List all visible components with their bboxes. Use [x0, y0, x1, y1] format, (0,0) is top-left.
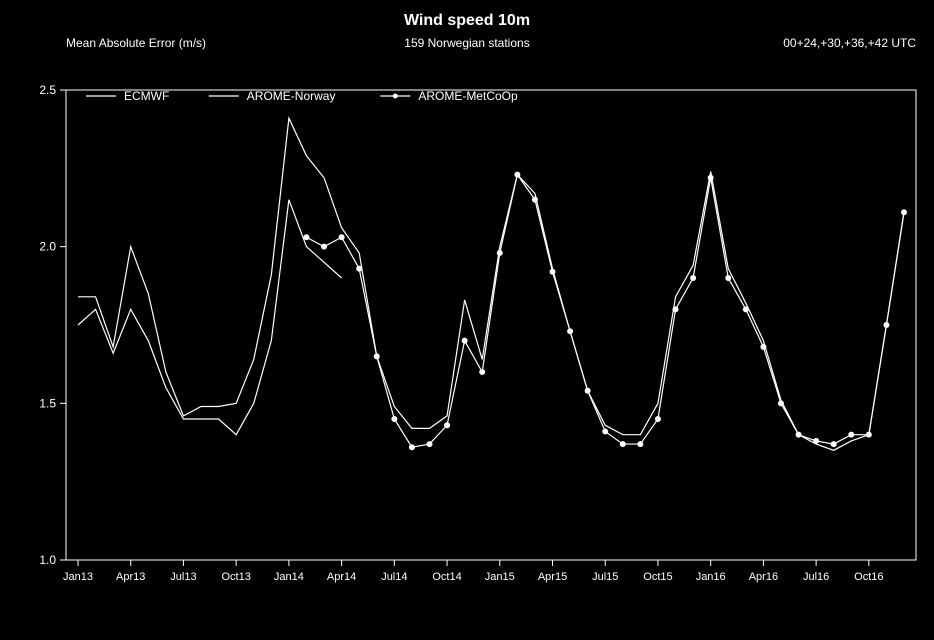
y-tick-label: 2.5 — [39, 83, 56, 97]
series-marker — [778, 401, 783, 406]
series-marker — [585, 388, 590, 393]
series-marker — [673, 307, 678, 312]
x-tick-label: Jan13 — [63, 571, 93, 583]
x-tick-label: Oct13 — [221, 571, 250, 583]
series-marker — [814, 438, 819, 443]
series-marker — [831, 442, 836, 447]
series-marker — [638, 442, 643, 447]
series-marker — [884, 323, 889, 328]
series-marker — [568, 329, 573, 334]
x-tick-label: Jan15 — [485, 571, 515, 583]
series-marker — [427, 442, 432, 447]
series-marker — [691, 276, 696, 281]
series-marker — [462, 338, 467, 343]
series-marker — [620, 442, 625, 447]
series-marker — [532, 197, 537, 202]
series-marker — [726, 276, 731, 281]
series-marker — [902, 210, 907, 215]
series-marker — [655, 417, 660, 422]
x-tick-label: Jul16 — [803, 571, 829, 583]
series-marker — [304, 235, 309, 240]
y-tick-label: 1.0 — [39, 553, 56, 567]
chart-plot: 1.0 1.5 2.0 2.5 Jan13 Apr13 Jul13 Oct13 Jan14 Apr… — [0, 0, 934, 640]
series-marker — [866, 432, 871, 437]
series-marker — [374, 354, 379, 359]
series-marker — [849, 432, 854, 437]
x-tick-label: Apr15 — [538, 571, 567, 583]
series-marker — [445, 423, 450, 428]
series-line — [306, 175, 904, 448]
x-tick-label: Jan16 — [696, 571, 726, 583]
x-tick-label: Jul15 — [592, 571, 618, 583]
legend-label: ECMWF — [124, 89, 169, 103]
series-line — [78, 200, 342, 435]
x-tick-label: Apr14 — [327, 571, 356, 583]
x-tick-label: Jul14 — [381, 571, 407, 583]
y-tick-label: 1.5 — [39, 396, 56, 410]
series-marker — [339, 235, 344, 240]
x-tick-label: Oct16 — [854, 571, 883, 583]
series-marker — [550, 269, 555, 274]
x-tick-label: Apr13 — [116, 571, 145, 583]
series-marker — [796, 432, 801, 437]
series-marker — [708, 175, 713, 180]
series-marker — [743, 307, 748, 312]
series-marker — [357, 266, 362, 271]
x-tick-label: Jul13 — [170, 571, 196, 583]
series-marker — [515, 172, 520, 177]
series-marker — [322, 244, 327, 249]
x-tick-label: Apr16 — [749, 571, 778, 583]
legend-label: AROME-Norway — [247, 89, 336, 103]
legend-marker — [393, 94, 398, 99]
series-marker — [392, 417, 397, 422]
x-tick-label: Oct15 — [643, 571, 672, 583]
x-tick-label: Jan14 — [274, 571, 304, 583]
y-tick-label: 2.0 — [39, 240, 56, 254]
legend-label: AROME-MetCoOp — [418, 89, 518, 103]
series-marker — [603, 429, 608, 434]
series-marker — [497, 250, 502, 255]
series-marker — [409, 445, 414, 450]
series-marker — [480, 370, 485, 375]
series-marker — [761, 344, 766, 349]
x-tick-label: Oct14 — [432, 571, 461, 583]
